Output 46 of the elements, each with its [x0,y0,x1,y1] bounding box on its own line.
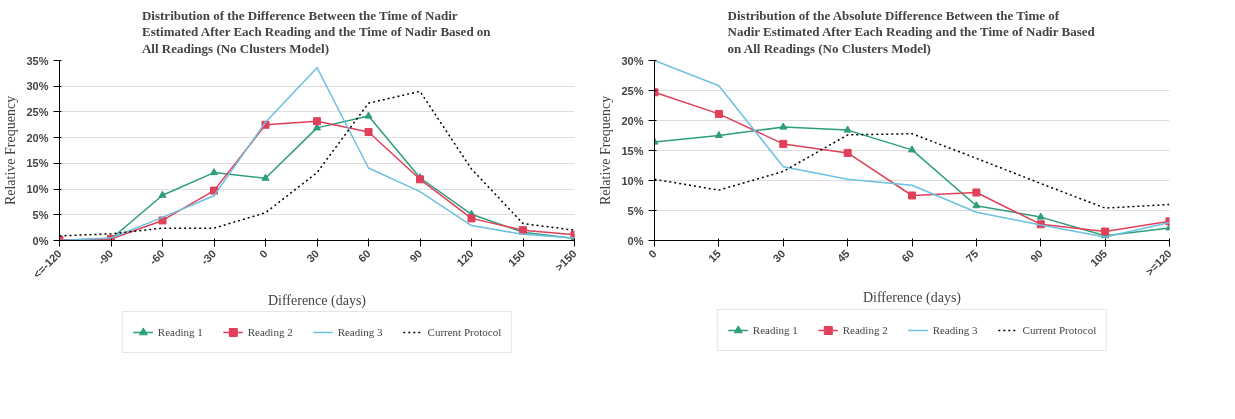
x-tick-label: 45 [834,247,852,265]
chart-title: Distribution of the Difference Between the Time of Nadir Estimated After Each Reading and the Time of Nadir Based on All Readings (No Clusters Model) [141,7,492,56]
y-tick-label: 15% [621,144,644,157]
x-tick-label: 0 [645,247,659,261]
legend-label: Reading 2 [247,326,293,338]
x-tick-label: 90 [1027,247,1045,265]
y-tick-label: 0% [32,234,49,247]
legend-label: Reading 3 [932,324,978,336]
legend-label: Reading 3 [337,326,383,338]
x-tick-label: -90 [95,247,116,267]
legend-label: Current Protocol [427,326,502,338]
y-tick-label: 5% [627,204,644,217]
x-tick-label: -60 [147,247,167,267]
y-tick-label: 15% [26,157,49,170]
y-tick-label: 25% [26,105,49,118]
legend-label: Reading 1 [157,326,203,338]
y-tick-label: 0% [627,234,644,247]
y-axis-title: Relative Frequency [598,95,614,206]
y-tick-label: 30% [621,54,644,67]
y-tick-label: 10% [621,174,644,187]
x-tick-label: 105 [1087,247,1110,269]
x-tick-label: 75 [963,247,981,265]
x-tick-label: 60 [899,247,917,265]
x-axis-title: Difference (days) [862,290,962,307]
x-tick-label: 15 [705,247,724,265]
x-tick-label: 60 [355,247,373,265]
x-axis-title: Difference (days) [267,292,367,309]
legend-label: Current Protocol [1022,324,1097,336]
x-tick-label: 0 [256,247,270,261]
chart-title: Distribution of the Absolute Difference Between the Time of Nadir Estimated After Each Reading and the Time of Nadir Based on All Readings (No Clusters Model) [727,7,1096,56]
x-tick-label: 30 [304,247,322,265]
legend-label: Reading 1 [752,324,798,336]
x-tick-label: 120 [454,247,476,269]
y-tick-label: 10% [26,183,49,196]
y-tick-label: 20% [621,114,644,127]
y-tick-label: 25% [621,84,644,97]
x-tick-label: 150 [505,247,528,269]
legend-label: Reading 2 [842,324,888,336]
x-tick-label: 30 [770,247,788,265]
x-tick-label: 90 [407,247,425,265]
x-tick-label: -30 [198,247,219,267]
y-axis-title: Relative Frequency [3,95,19,206]
y-tick-label: 30% [26,80,49,93]
y-tick-label: 5% [32,208,49,221]
y-tick-label: 20% [26,131,49,144]
y-tick-label: 35% [26,54,49,67]
